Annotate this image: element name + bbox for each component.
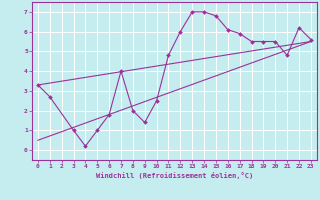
X-axis label: Windchill (Refroidissement éolien,°C): Windchill (Refroidissement éolien,°C) <box>96 172 253 179</box>
